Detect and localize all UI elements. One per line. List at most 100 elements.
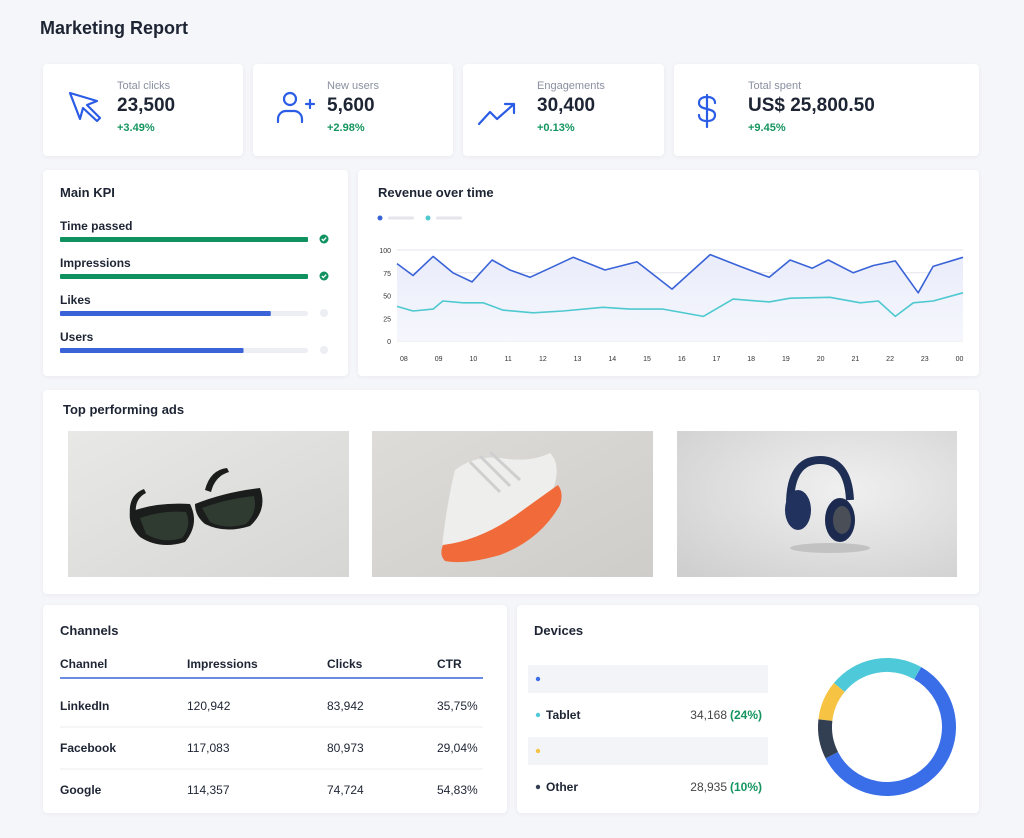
stat-value: 5,600 — [327, 95, 375, 116]
kpi-bar — [60, 274, 308, 279]
stat-card — [674, 64, 979, 156]
stat-value: 30,400 — [537, 95, 596, 116]
kpi-check — [319, 271, 329, 281]
y-tick-label: 75 — [383, 271, 391, 278]
ear-pad — [833, 506, 851, 534]
x-tick-label: 17 — [713, 356, 721, 363]
x-tick-label: 09 — [435, 356, 443, 363]
kpi-bar — [60, 311, 271, 316]
user-icon — [282, 91, 298, 107]
stat-value: 23,500 — [117, 95, 176, 116]
stat-change: +0.13% — [537, 122, 575, 134]
device-dot — [535, 784, 541, 790]
device-share: (10%) — [730, 780, 763, 794]
channels-title: Channels — [60, 623, 119, 638]
sneaker-sole — [441, 485, 562, 563]
shadow — [790, 543, 870, 553]
device-dot — [535, 712, 541, 718]
stat-change: +9.45% — [748, 122, 786, 134]
series-line — [396, 292, 964, 318]
legend-dot — [425, 215, 431, 221]
donut-segment — [833, 658, 922, 693]
headband — [786, 455, 854, 506]
table-cell: 29,04% — [437, 741, 478, 755]
x-tick-label: 18 — [747, 356, 755, 363]
stat-label: Engagements — [537, 80, 605, 92]
area — [397, 254, 963, 341]
device-name: Other — [546, 780, 579, 794]
table-cell: 74,724 — [327, 783, 364, 797]
series-line — [396, 253, 964, 294]
kpi-pending — [320, 309, 328, 317]
table-header: Clicks — [327, 657, 363, 671]
x-tick-label: 12 — [539, 356, 547, 363]
table-cell: Facebook — [60, 741, 117, 755]
channels-card: Channels — [43, 605, 507, 813]
stat-label: New users — [327, 80, 379, 92]
stat-change: +2.98% — [327, 122, 365, 134]
y-tick-label: 50 — [383, 294, 391, 301]
x-tick-label: 11 — [504, 356, 511, 363]
ear-cup-left — [785, 490, 811, 530]
stat-change: +3.49% — [117, 122, 155, 134]
x-tick-label: 21 — [851, 356, 859, 363]
device-row-bg — [528, 737, 768, 765]
kpi-bar — [60, 348, 244, 353]
kpi-check — [319, 234, 329, 244]
kpi-card: Main KPI — [43, 170, 348, 376]
device-dot — [535, 748, 541, 754]
kpi-check-tick — [321, 237, 327, 242]
legend-bar — [388, 216, 414, 220]
devices-card: Devices — [517, 605, 979, 813]
table-cell: LinkedIn — [60, 699, 110, 713]
stat-label: Total spent — [748, 80, 802, 92]
kpi-pending — [320, 346, 328, 354]
page-title: Marketing Report — [40, 18, 189, 38]
cursor-icon — [68, 91, 102, 123]
device-name: Tablet — [546, 708, 581, 722]
table-header: Channel — [60, 657, 108, 671]
y-tick-label: 25 — [383, 316, 391, 323]
y-tick-label: 0 — [387, 339, 391, 346]
kpi-bar — [60, 237, 308, 242]
table-cell: Google — [60, 783, 102, 797]
legend-bar — [436, 216, 462, 220]
x-tick-label: 15 — [643, 356, 651, 363]
kpi-check-tick — [321, 274, 327, 279]
kpi-label: Impressions — [60, 256, 131, 270]
x-tick-label: 14 — [608, 356, 616, 363]
kpi-label: Likes — [60, 293, 91, 307]
x-tick-label: 19 — [782, 356, 790, 363]
x-tick-label: 13 — [574, 356, 582, 363]
table-cell: 35,75% — [437, 699, 478, 713]
x-tick-label: 20 — [817, 356, 825, 363]
kpi-label: Time passed — [60, 219, 133, 233]
user-plus-icon — [276, 98, 316, 124]
lenses — [140, 496, 255, 541]
donut-segment — [818, 682, 845, 722]
stat-icons — [68, 91, 717, 129]
dollar-icon — [697, 93, 717, 129]
table-cell: 54,83% — [437, 783, 478, 797]
table-header: Impressions — [187, 657, 258, 671]
x-tick-label: 00 — [956, 356, 964, 363]
legend-dot — [377, 215, 383, 221]
y-tick-label: 100 — [379, 248, 391, 255]
ad-images — [68, 431, 957, 577]
device-share: (24%) — [730, 708, 763, 722]
table-cell: 117,083 — [187, 741, 230, 755]
x-tick-label: 08 — [400, 356, 408, 363]
donut-segment — [825, 667, 956, 796]
table-cell: 114,357 — [187, 783, 230, 797]
table-header: CTR — [437, 657, 462, 671]
device-count: 28,935 — [690, 780, 727, 794]
stat-value: US$ 25,800.50 — [748, 95, 875, 116]
device-dot — [535, 676, 541, 682]
x-tick-label: 10 — [469, 356, 477, 363]
laces — [468, 450, 522, 494]
x-tick-label: 16 — [678, 356, 686, 363]
table-cell: 120,942 — [187, 699, 231, 713]
table-cell: 80,973 — [327, 741, 364, 755]
